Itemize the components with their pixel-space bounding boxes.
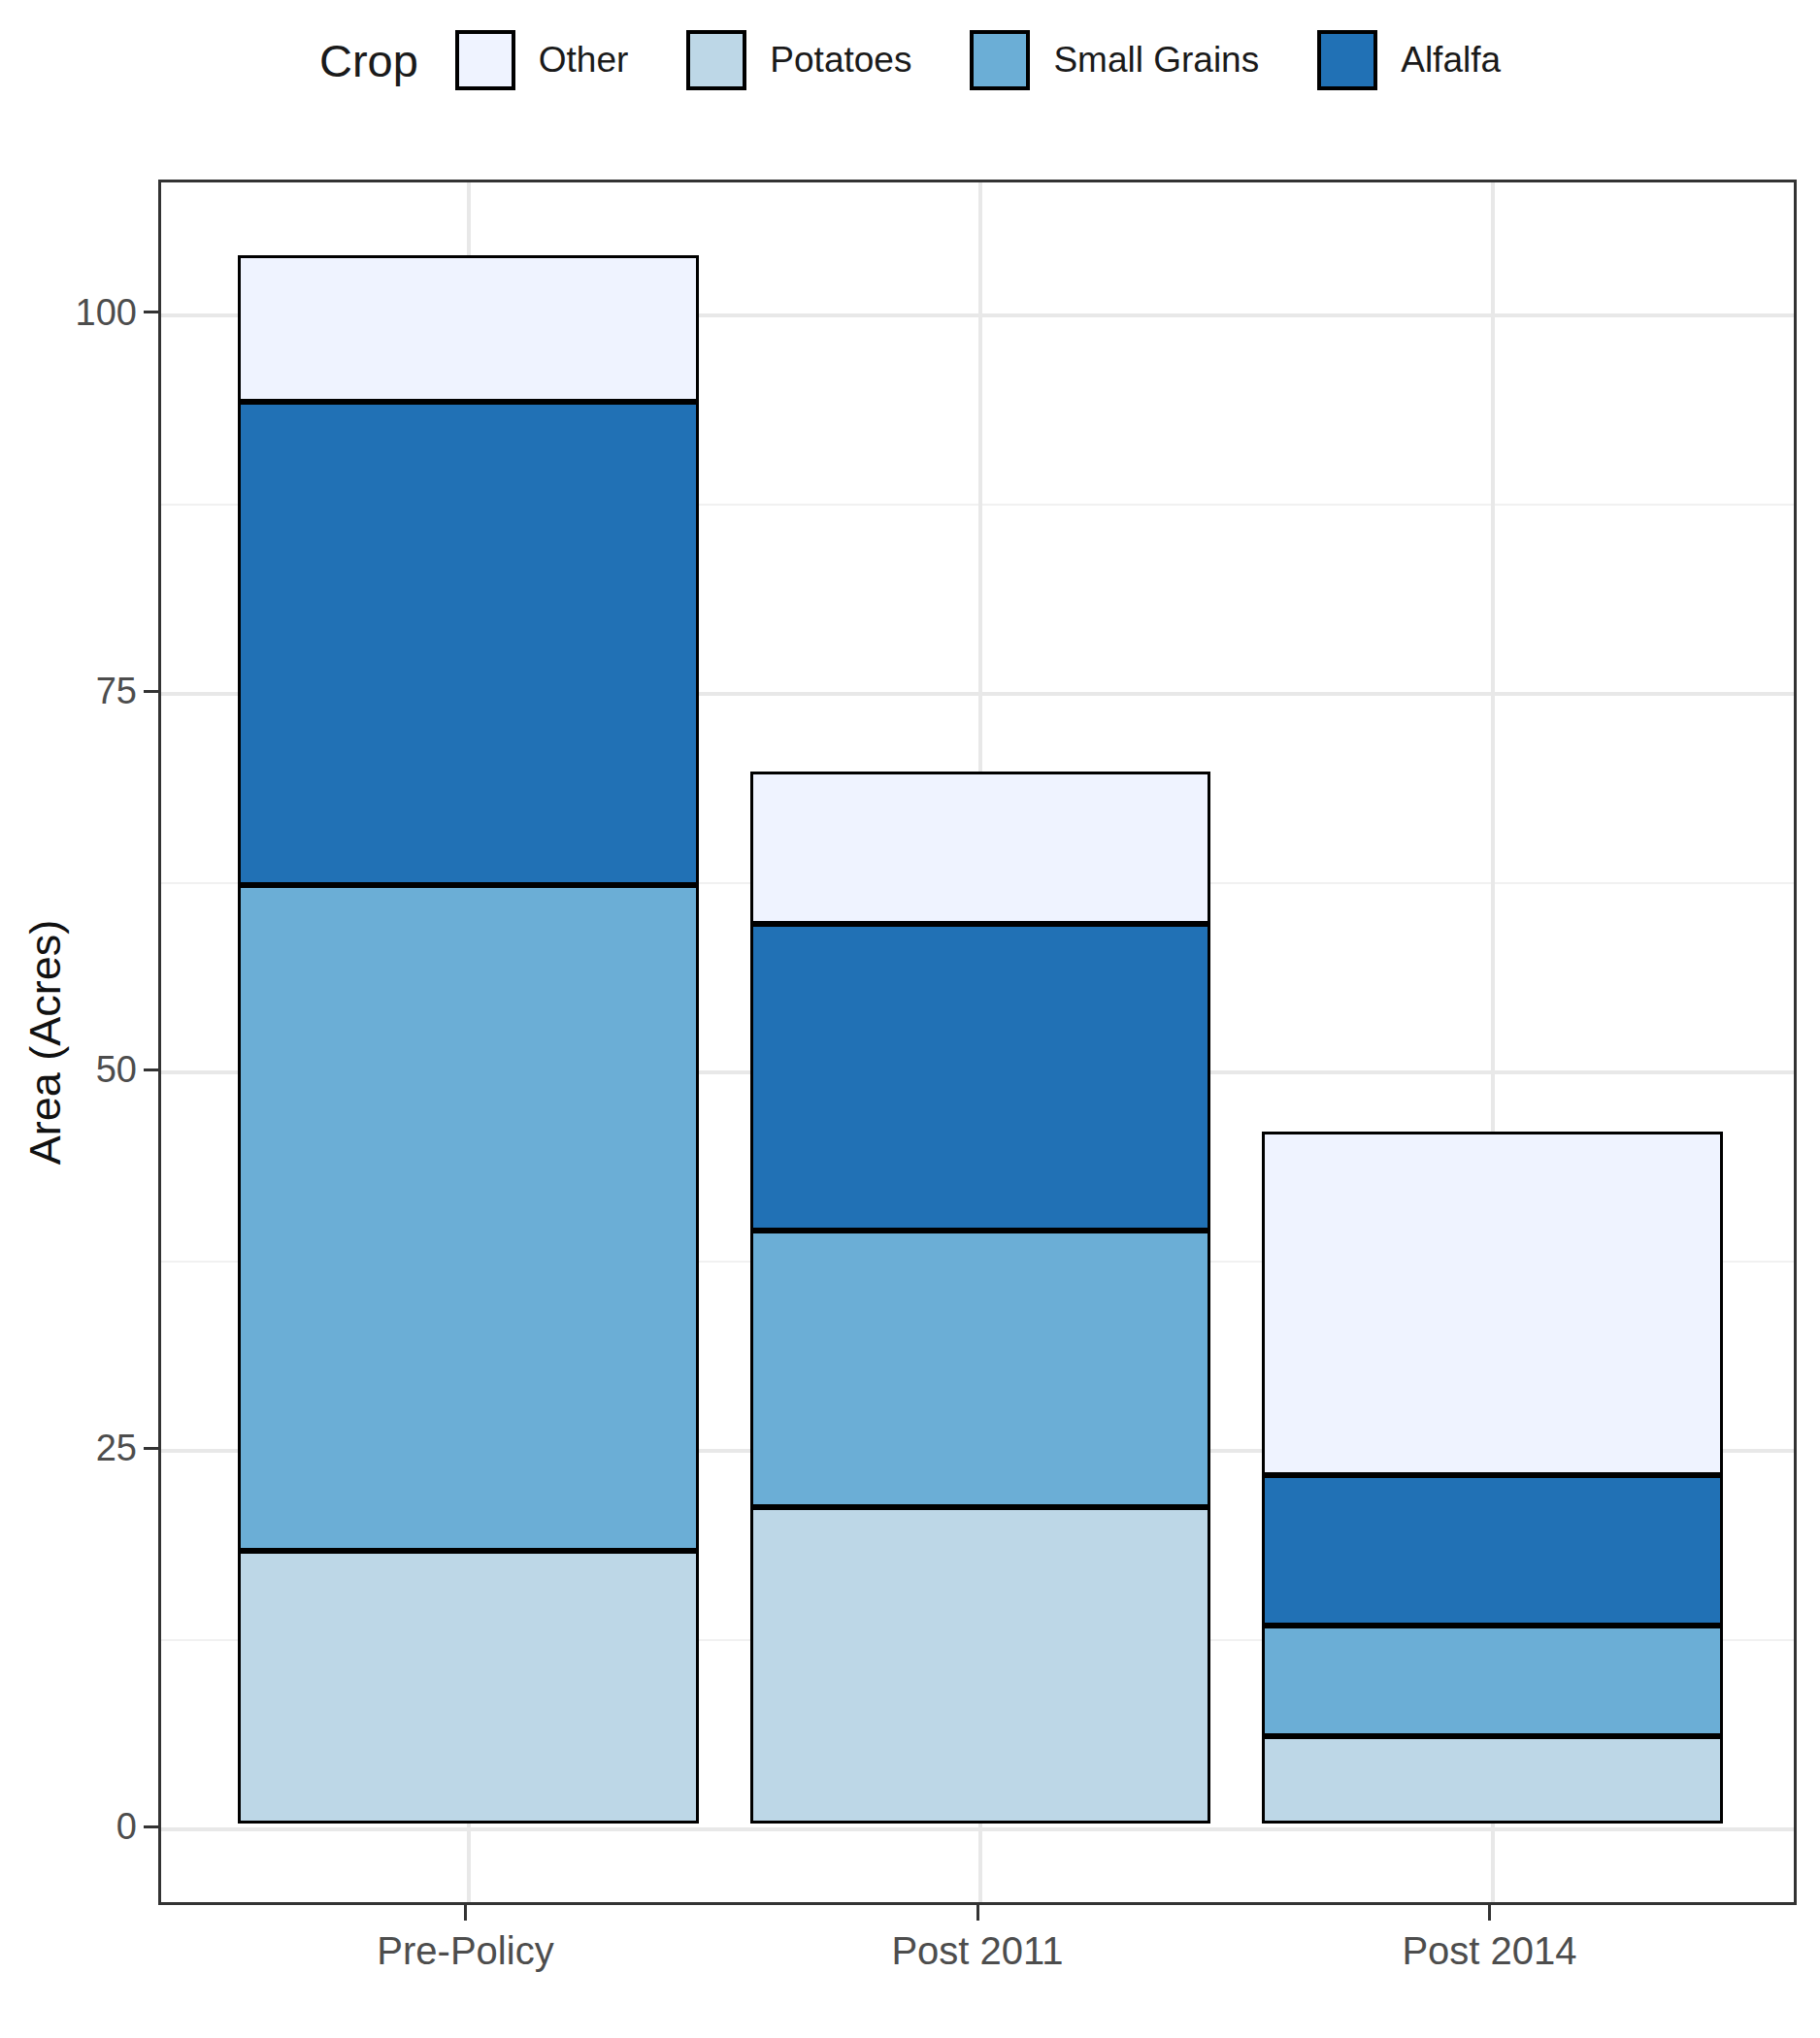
legend-title: Crop bbox=[319, 34, 418, 87]
bar-segment-pre-policy-alfalfa bbox=[238, 402, 699, 885]
y-tick-mark bbox=[144, 311, 158, 313]
x-tick-label-1: Pre-Policy bbox=[262, 1928, 670, 1973]
y-tick-mark bbox=[144, 1447, 158, 1450]
legend-label: Alfalfa bbox=[1401, 40, 1501, 81]
legend-item-other: Other bbox=[455, 30, 629, 90]
bar-segment-post-2011-alfalfa bbox=[750, 924, 1211, 1230]
legend-label: Potatoes bbox=[770, 40, 911, 81]
x-tick-mark bbox=[464, 1905, 467, 1921]
bar-segment-pre-policy-small-grains bbox=[238, 885, 699, 1551]
legend-swatch-potatoes bbox=[686, 30, 746, 90]
x-tick-mark bbox=[976, 1905, 979, 1921]
y-tick-label: 50 bbox=[0, 1048, 137, 1091]
y-tick-label: 25 bbox=[0, 1427, 137, 1469]
bar-segment-post-2011-potatoes bbox=[750, 1507, 1211, 1824]
bar-segment-post-2014-alfalfa bbox=[1262, 1475, 1723, 1625]
legend-item-small-grains: Small Grains bbox=[970, 30, 1259, 90]
y-tick-label: 0 bbox=[0, 1805, 137, 1848]
legend-label: Small Grains bbox=[1053, 40, 1259, 81]
bar-segment-pre-policy-other bbox=[238, 255, 699, 402]
bar-segment-post-2011-other bbox=[750, 772, 1211, 925]
plot-panel bbox=[158, 180, 1797, 1905]
legend-swatch-other bbox=[455, 30, 515, 90]
bar-segment-post-2014-small-grains bbox=[1262, 1626, 1723, 1736]
bar-segment-post-2014-potatoes bbox=[1262, 1736, 1723, 1824]
x-tick-label-2: Post 2011 bbox=[774, 1928, 1181, 1973]
legend: Crop Other Potatoes Small Grains Alfalfa bbox=[0, 21, 1820, 99]
bar-segment-pre-policy-potatoes bbox=[238, 1551, 699, 1824]
x-tick-label-3: Post 2014 bbox=[1286, 1928, 1694, 1973]
gridline-major bbox=[161, 1827, 1794, 1831]
y-tick-label: 100 bbox=[0, 291, 137, 334]
legend-swatch-alfalfa bbox=[1317, 30, 1377, 90]
bar-segment-post-2011-small-grains bbox=[750, 1231, 1211, 1508]
legend-item-alfalfa: Alfalfa bbox=[1317, 30, 1501, 90]
legend-label: Other bbox=[539, 40, 629, 81]
y-tick-label: 75 bbox=[0, 670, 137, 712]
legend-item-potatoes: Potatoes bbox=[686, 30, 911, 90]
legend-swatch-small-grains bbox=[970, 30, 1030, 90]
x-tick-mark bbox=[1488, 1905, 1491, 1921]
bar-segment-post-2014-other bbox=[1262, 1132, 1723, 1475]
y-tick-mark bbox=[144, 1825, 158, 1828]
y-tick-mark bbox=[144, 1068, 158, 1071]
y-tick-mark bbox=[144, 690, 158, 693]
y-axis-title: Area (Acres) bbox=[20, 920, 71, 1166]
